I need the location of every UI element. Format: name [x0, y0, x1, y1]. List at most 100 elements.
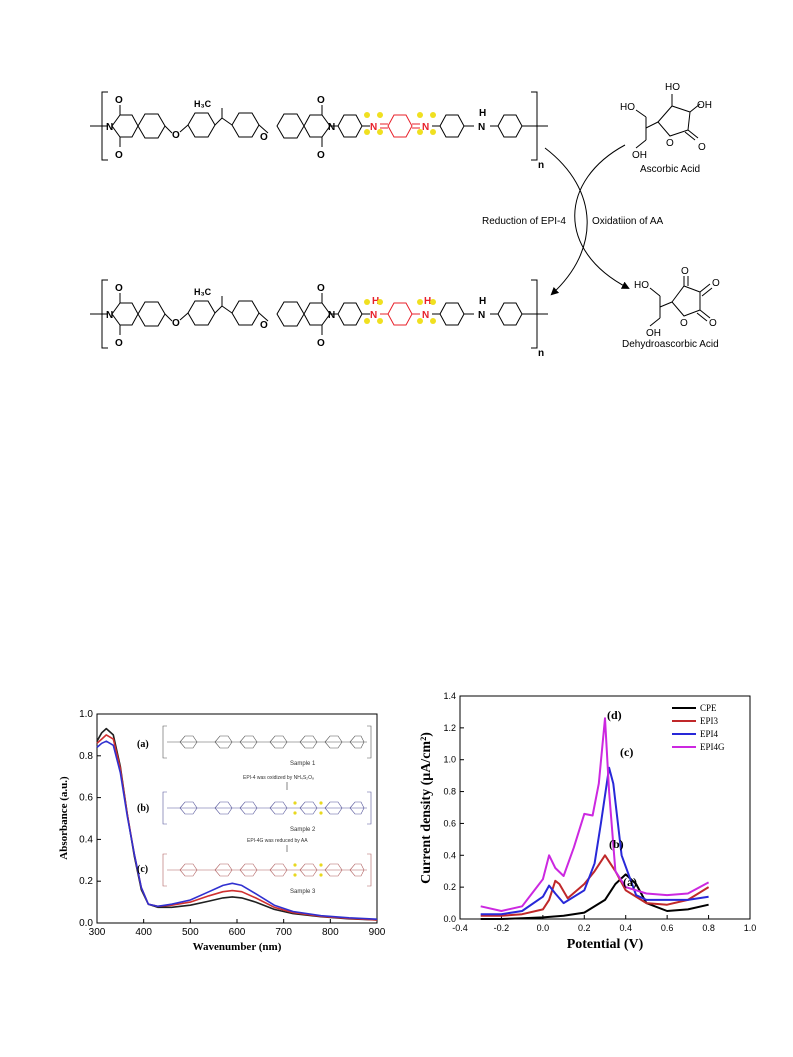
y-tick-label: 0.4	[79, 834, 93, 845]
uv-inset: (a) (b) (c) Sample 1 EPI-4 was oxidized …	[137, 725, 372, 895]
methyl-label: H₃C	[194, 99, 212, 109]
cv-legend: CPE EPI3 EPI4 EPI4G	[672, 703, 725, 752]
atom-label: O	[260, 320, 268, 331]
atom-label: O	[317, 338, 325, 349]
cv-series-line-cpe	[480, 873, 709, 920]
x-tick-label: 1.0	[744, 923, 757, 933]
x-tick-label: 0.6	[661, 923, 674, 933]
atom-label: N	[370, 122, 377, 133]
inset-label-a: (a)	[137, 739, 149, 750]
y-tick-label: 0.4	[443, 850, 456, 860]
inset-dots-b	[293, 801, 323, 815]
bottom-polymer-atoms: N O O O H₃C O O O N N H N H N H n	[106, 283, 544, 359]
cv-x-axis-label: Potential (V)	[567, 937, 644, 952]
x-tick-label: 600	[229, 927, 246, 938]
reduction-arrow	[544, 147, 588, 296]
legend-label-cpe: CPE	[700, 703, 717, 713]
top-polymer-atoms: N O O O H₃C O O O N N N N H n	[106, 95, 544, 171]
atom-label: N	[478, 310, 485, 321]
repeat-index-n: n	[538, 160, 544, 171]
cv-annotations: (a) (b) (c) (d)	[607, 708, 637, 889]
cv-series-line-epi4g	[480, 717, 710, 912]
inset-label-c: (c)	[137, 864, 148, 875]
inset-structure-c	[162, 853, 372, 887]
x-tick-label: 500	[182, 927, 199, 938]
atom-label: N	[478, 122, 485, 133]
cv-series-line-epi4	[480, 766, 709, 916]
atom-label: O	[681, 266, 689, 277]
x-tick-label: 0.2	[578, 923, 591, 933]
inset-arrow-note-1: EPI-4 was oxidized by NH₄S₂O₈	[243, 775, 314, 781]
inset-sample-1: Sample 1	[290, 761, 316, 767]
inset-label-b: (b)	[137, 803, 149, 814]
cv-axis-ticks: -0.4 -0.2 0.0 0.2 0.4 0.6 0.8 1.0 0.0 0.2 0.4 0.6 0.…	[443, 691, 756, 933]
y-tick-label: 0.2	[79, 876, 93, 887]
atom-label: O	[172, 318, 180, 329]
atom-label: O	[712, 278, 720, 289]
x-tick-label: 900	[369, 927, 385, 938]
inset-sample-2: Sample 2	[290, 827, 316, 833]
y-tick-label: 0.6	[443, 818, 456, 828]
atom-label: OH	[697, 100, 712, 111]
x-tick-label: 700	[275, 927, 292, 938]
y-tick-label: 0.6	[79, 793, 93, 804]
atom-label: N	[328, 122, 335, 133]
atom-label: H	[479, 108, 486, 119]
repeat-index-n: n	[538, 348, 544, 359]
atom-label: HO	[634, 280, 649, 291]
atom-label: N	[370, 310, 377, 321]
annotation-d: (d)	[607, 708, 622, 722]
x-tick-label: -0.4	[452, 923, 468, 933]
bottom-polymer-structure	[90, 279, 548, 349]
atom-label: O	[115, 338, 123, 349]
atom-label: O	[115, 95, 123, 106]
legend-label-epi4g: EPI4G	[700, 742, 725, 752]
annotation-c: (c)	[620, 745, 633, 759]
atom-label: O	[260, 132, 268, 143]
atom-label: OH	[646, 328, 661, 339]
atom-label: O	[317, 150, 325, 161]
inset-dots-c	[293, 863, 323, 877]
cv-y-axis-label: Current density (μA/cm²)	[419, 732, 434, 884]
atom-label: O	[666, 138, 674, 149]
methyl-label: H₃C	[194, 287, 212, 297]
atom-label: O	[709, 318, 717, 329]
current-density-chart: -0.4 -0.2 0.0 0.2 0.4 0.6 0.8 1.0 0.0 0.2 0.4 0.6 0.…	[419, 691, 756, 952]
atom-label: O	[172, 130, 180, 141]
atom-label: N	[106, 310, 113, 321]
atom-label: OH	[632, 150, 647, 161]
atom-label: H	[479, 296, 486, 307]
atom-label: HO	[665, 82, 680, 93]
atom-label: HO	[620, 102, 635, 113]
dehydroascorbic-acid-structure	[649, 276, 713, 327]
y-tick-label: 1.0	[443, 755, 456, 765]
inset-structure-b	[162, 791, 372, 825]
atom-label: O	[317, 283, 325, 294]
inset-arrow-note-2: EPI-4G was reduced by AA	[247, 838, 308, 844]
cv-series-line-epi3	[480, 854, 710, 917]
atom-label: N	[422, 122, 429, 133]
atom-label: O	[317, 95, 325, 106]
plot-frame	[459, 695, 751, 920]
uv-series-line-3	[96, 740, 378, 920]
cv-series-lines	[480, 717, 710, 920]
y-tick-label: 0.0	[79, 918, 93, 929]
x-tick-label: 300	[89, 927, 106, 938]
oxidation-arrow	[574, 144, 630, 289]
annotation-b: (b)	[609, 837, 624, 851]
y-tick-label: 0.0	[443, 914, 456, 924]
legend-label-epi4: EPI4	[700, 729, 719, 739]
atom-label: O	[115, 283, 123, 294]
y-tick-label: 1.2	[443, 723, 456, 733]
atom-label: O	[115, 150, 123, 161]
atom-label: H	[372, 296, 379, 307]
oxidation-label: Oxidatiion of AA	[592, 216, 663, 227]
ascorbic-acid-label: Ascorbic Acid	[640, 164, 700, 175]
x-tick-label: 0.8	[702, 923, 715, 933]
y-tick-label: 1.4	[443, 691, 456, 701]
y-tick-label: 0.8	[443, 787, 456, 797]
uv-axis-ticks: 300 400 500 600 700 800 900 0.0 0.2 0.4 0.6 0.8 1.0	[79, 709, 385, 938]
atom-label: O	[698, 142, 706, 153]
atom-label: H	[424, 296, 431, 307]
dehydroascorbic-acid-atoms: O O HO OH O O Dehydroascorbic Acid	[622, 266, 720, 350]
